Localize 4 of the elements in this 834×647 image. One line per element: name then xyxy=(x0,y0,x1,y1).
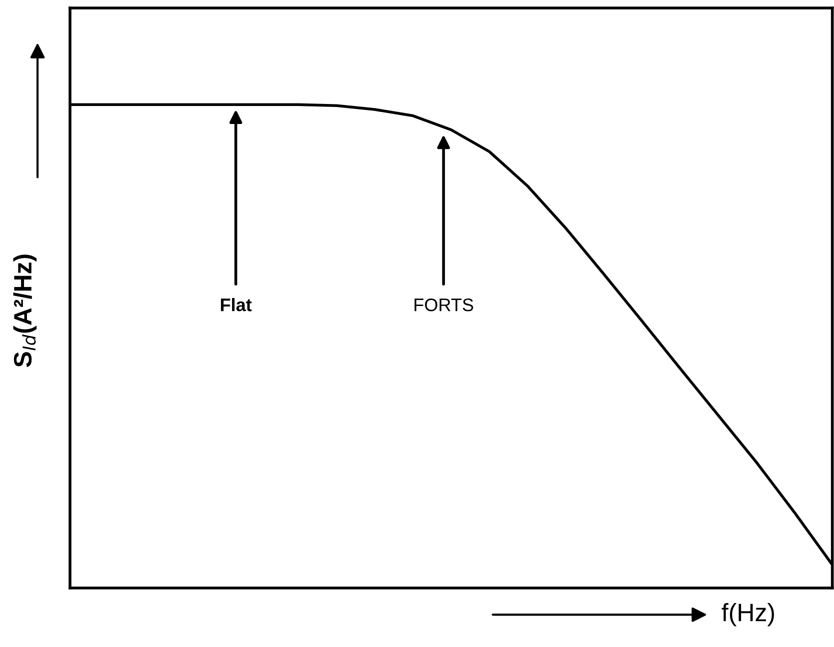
annotation: Flat xyxy=(220,298,252,312)
y-axis-title: S$_{Id}$(A²/Hz) xyxy=(13,254,37,368)
x-axis-title: f(Hz) xyxy=(722,603,774,626)
annotation: FORTS xyxy=(414,298,474,312)
